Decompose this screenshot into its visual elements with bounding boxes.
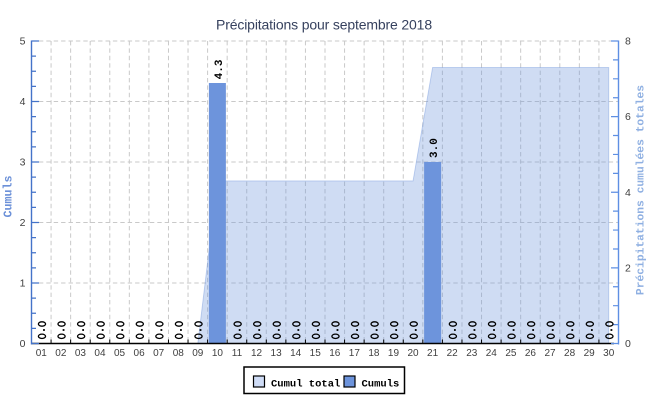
svg-text:0: 0 — [625, 338, 631, 350]
svg-text:04: 04 — [94, 348, 106, 359]
svg-text:15: 15 — [310, 348, 322, 359]
svg-text:06: 06 — [134, 348, 146, 359]
svg-text:01: 01 — [36, 348, 48, 359]
svg-text:02: 02 — [55, 348, 67, 359]
svg-text:03: 03 — [75, 348, 87, 359]
svg-text:4: 4 — [625, 187, 631, 199]
svg-text:07: 07 — [153, 348, 165, 359]
svg-text:Cumul total: Cumul total — [271, 379, 340, 391]
svg-text:23: 23 — [466, 348, 478, 359]
svg-text:29: 29 — [584, 348, 596, 359]
svg-text:21: 21 — [427, 348, 439, 359]
svg-text:14: 14 — [290, 348, 302, 359]
svg-text:3.0: 3.0 — [429, 138, 441, 158]
svg-text:2: 2 — [20, 217, 26, 229]
svg-text:4.3: 4.3 — [214, 59, 226, 79]
svg-text:3: 3 — [20, 157, 26, 169]
svg-text:13: 13 — [271, 348, 283, 359]
svg-text:08: 08 — [173, 348, 185, 359]
svg-text:17: 17 — [349, 348, 361, 359]
svg-text:20: 20 — [407, 348, 419, 359]
svg-text:22: 22 — [447, 348, 459, 359]
svg-text:27: 27 — [544, 348, 556, 359]
svg-text:16: 16 — [329, 348, 341, 359]
svg-text:Cumuls: Cumuls — [2, 175, 16, 217]
svg-text:09: 09 — [192, 348, 204, 359]
svg-text:26: 26 — [525, 348, 537, 359]
svg-text:30: 30 — [603, 348, 615, 359]
svg-text:12: 12 — [251, 348, 263, 359]
svg-text:1: 1 — [20, 278, 26, 290]
svg-text:28: 28 — [564, 348, 576, 359]
svg-text:19: 19 — [388, 348, 400, 359]
svg-text:18: 18 — [368, 348, 380, 359]
svg-text:0: 0 — [20, 338, 26, 350]
svg-text:24: 24 — [486, 348, 498, 359]
svg-text:05: 05 — [114, 348, 126, 359]
svg-text:8: 8 — [625, 36, 631, 48]
svg-text:4: 4 — [20, 96, 26, 108]
svg-text:10: 10 — [212, 348, 224, 359]
svg-text:Précipitations pour septembre: Précipitations pour septembre 2018 — [216, 17, 432, 33]
svg-text:5: 5 — [20, 36, 26, 48]
svg-text:Cumuls: Cumuls — [362, 379, 400, 391]
svg-text:11: 11 — [232, 348, 243, 359]
svg-text:2: 2 — [625, 262, 631, 274]
svg-text:25: 25 — [505, 348, 517, 359]
svg-text:6: 6 — [625, 111, 631, 123]
svg-text:Précipitations cumulées totale: Précipitations cumulées totales — [636, 85, 648, 295]
